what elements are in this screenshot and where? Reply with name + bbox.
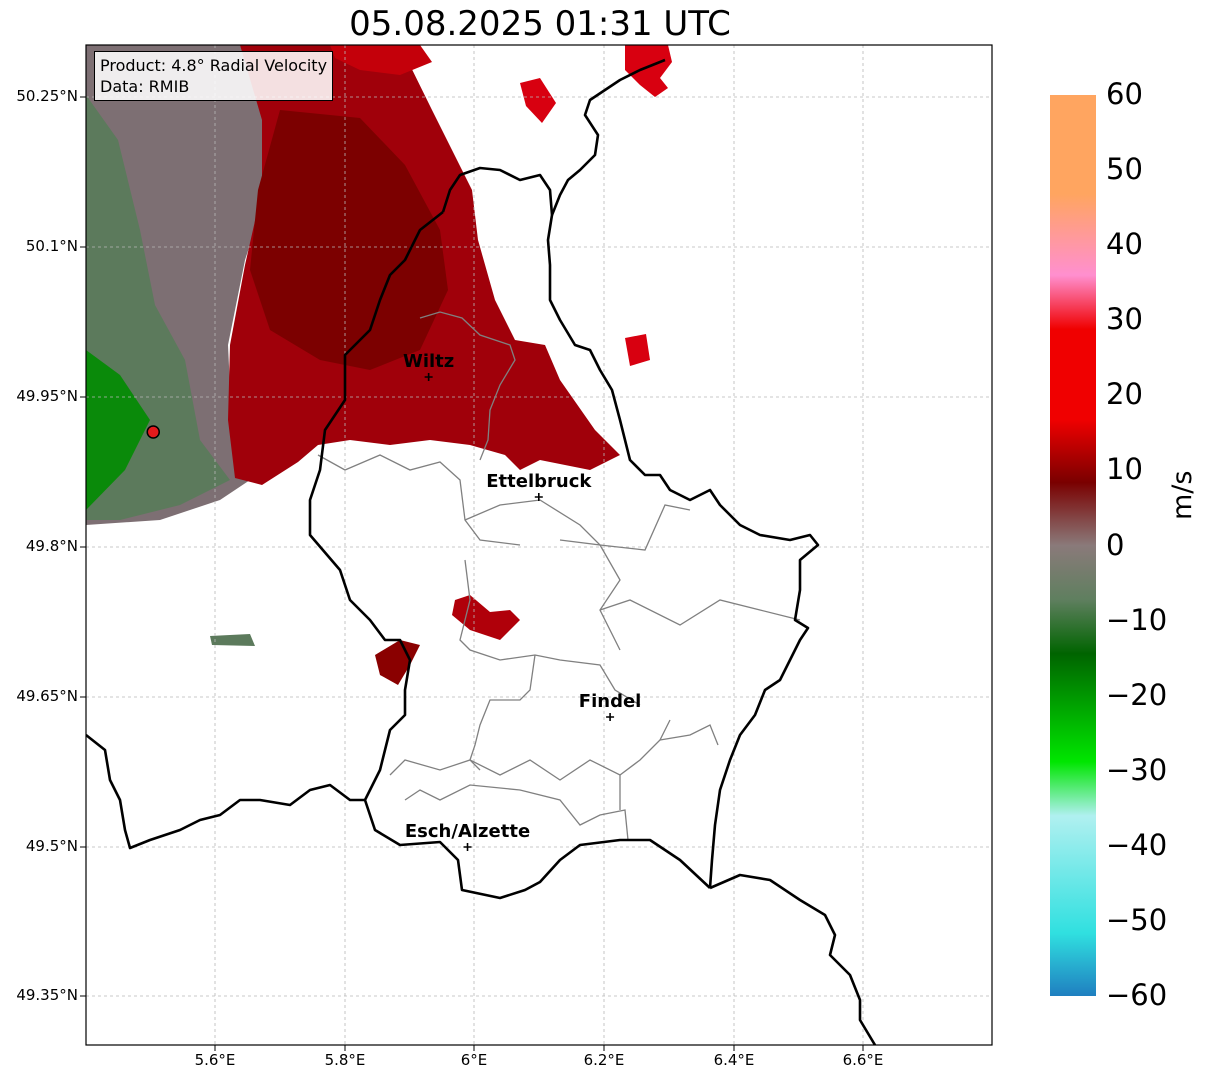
echo-outbound-core bbox=[250, 110, 448, 370]
colorbar-unit-label: m/s bbox=[1167, 470, 1198, 520]
colorbar-tick-label: −10 bbox=[1106, 602, 1168, 637]
radar-site-marker[interactable] bbox=[146, 425, 160, 439]
lon-tick-label: 5.6°E bbox=[194, 1051, 236, 1069]
colorbar-tick-label: −40 bbox=[1106, 827, 1168, 862]
product-info-box: Product: 4.8° Radial Velocity Data: RMIB bbox=[94, 51, 334, 101]
colorbar-tick-label: 0 bbox=[1106, 527, 1125, 562]
lon-tick-label: 6.4°E bbox=[713, 1051, 755, 1069]
colorbar-tick-label: −50 bbox=[1106, 902, 1168, 937]
echo-ne-cluster bbox=[625, 45, 672, 97]
map-title: 05.08.2025 01:31 UTC bbox=[349, 4, 731, 44]
lat-tick-label: 50.1°N bbox=[25, 237, 78, 255]
lon-tick-label: 6°E bbox=[460, 1051, 488, 1069]
city-marker-ettelbruck bbox=[534, 493, 543, 501]
city-label-ettelbruck: Ettelbruck bbox=[486, 471, 592, 492]
colorbar-tick-label: 30 bbox=[1106, 302, 1143, 337]
city-marker-esch-alzette bbox=[463, 843, 472, 851]
city-label-esch-alzette: Esch/Alzette bbox=[404, 821, 531, 842]
echo-green-small bbox=[210, 634, 255, 646]
colorbar-tick-label: 60 bbox=[1106, 77, 1143, 111]
colorbar-tick-label: 20 bbox=[1106, 377, 1143, 412]
lon-tick-label: 6.2°E bbox=[583, 1051, 625, 1069]
colorbar-tick-label: 10 bbox=[1106, 452, 1143, 487]
colorbar-tick-label: −20 bbox=[1106, 677, 1168, 712]
lat-tick-label: 50.25°N bbox=[16, 87, 78, 105]
data-source-label: Data: RMIB bbox=[100, 77, 190, 96]
map-frame bbox=[85, 44, 993, 1046]
lat-tick-label: 49.5°N bbox=[25, 837, 78, 855]
city-label-findel: Findel bbox=[578, 691, 642, 712]
echo-ne-streak bbox=[520, 78, 556, 123]
echo-east-patch bbox=[625, 334, 650, 366]
city-marker-findel bbox=[606, 713, 615, 721]
canton-boundaries bbox=[317, 311, 801, 841]
lat-tick-label: 49.35°N bbox=[16, 986, 78, 1004]
colorbar-tick-label: 50 bbox=[1106, 152, 1143, 187]
city-label-wiltz: Wiltz bbox=[402, 351, 455, 372]
lon-tick-label: 6.6°E bbox=[842, 1051, 884, 1069]
echo-inbound-strong bbox=[86, 350, 150, 510]
lat-tick-label: 49.95°N bbox=[16, 387, 78, 405]
city-marker-wiltz bbox=[424, 373, 433, 381]
colorbar-tick-label: −30 bbox=[1106, 752, 1168, 787]
city-markers bbox=[424, 373, 615, 851]
country-borders bbox=[86, 58, 877, 1045]
echo-south-cluster-2 bbox=[375, 640, 420, 685]
lat-tick-label: 49.8°N bbox=[25, 537, 78, 555]
product-label: Product: 4.8° Radial Velocity bbox=[100, 56, 328, 75]
echo-upper-band bbox=[330, 45, 432, 75]
velocity-echo-field bbox=[86, 45, 672, 685]
colorbar-tick-label: −60 bbox=[1106, 978, 1168, 1012]
lat-tick-label: 49.65°N bbox=[16, 687, 78, 705]
colorbar-tick-label: 40 bbox=[1106, 227, 1143, 262]
axis-ticks bbox=[80, 96, 864, 1051]
colorbar-ramp bbox=[1050, 95, 1096, 996]
lon-tick-label: 5.8°E bbox=[324, 1051, 366, 1069]
